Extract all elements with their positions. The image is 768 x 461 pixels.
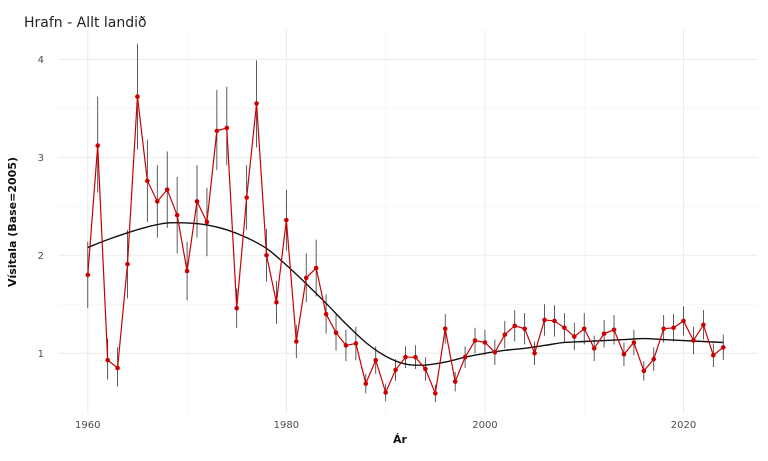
data-point [135,94,140,99]
data-point [423,366,428,372]
y-tick-label: 3 [38,153,44,164]
y-axis-title: Vísitala (Base=2005) [6,157,19,287]
data-point [621,351,627,357]
data-point [333,330,339,335]
data-point [512,323,518,329]
data-point [482,340,488,345]
data-point [601,331,607,336]
data-point [234,305,240,311]
data-point [254,101,259,106]
data-point [641,368,647,374]
data-point [95,143,101,148]
data-point [264,253,269,258]
data-point [413,354,418,360]
data-point [125,261,130,267]
y-tick-label: 2 [38,251,44,262]
data-point [572,334,577,339]
data-point [462,354,468,360]
data-point [651,356,657,362]
data-point [303,275,309,281]
data-point [214,128,220,134]
data-point [244,195,249,200]
x-tick-label: 2020 [671,420,696,431]
data-point [502,332,508,337]
data-points [85,94,726,396]
x-tick-label: 1960 [75,420,100,431]
trend-line-group [87,221,724,366]
data-point [85,272,91,278]
data-point [472,338,478,343]
data-point [164,187,170,192]
data-point [581,326,587,332]
x-axis-ticks: 1960 1980 2000 2020 [75,420,696,431]
data-point [542,317,547,323]
data-point [631,340,637,345]
data-point [691,338,696,343]
data-point [313,265,319,271]
data-point [522,326,527,332]
data-point [393,367,398,373]
data-point [145,178,150,184]
data-point [701,322,706,328]
data-point [363,381,369,386]
data-point [452,379,458,384]
data-point [115,365,120,371]
data-point [681,318,686,324]
data-point [373,357,379,363]
trend-line [87,221,724,366]
data-point [611,327,617,333]
x-tick-label: 1980 [274,420,299,431]
data-point [711,352,716,358]
data-point [353,341,359,346]
y-tick-label: 4 [38,55,44,66]
data-point [154,199,160,204]
y-tick-label: 1 [38,349,44,360]
data-point [671,325,676,331]
data-point [105,357,110,363]
data-point [323,311,329,317]
data-point [720,345,726,350]
data-point [562,325,567,331]
data-point [433,391,438,396]
y-axis-ticks: 1 2 3 4 [38,55,44,360]
data-point [274,300,279,305]
data-point [284,217,289,223]
data-point [591,346,597,351]
data-point [532,350,537,356]
data-point [492,349,498,355]
data-point [552,318,557,324]
data-point [184,268,190,274]
data-point [661,326,666,332]
data-point [343,343,349,348]
data-point [224,125,230,131]
data-point [383,390,388,395]
data-point [403,354,408,360]
x-tick-label: 2000 [472,420,497,431]
data-point [194,199,200,204]
data-point [204,219,210,225]
data-point [293,339,299,344]
data-point [174,212,180,218]
chart-title: Hrafn - Allt landið [24,15,147,31]
grid [58,30,758,414]
x-axis-title: Ár [393,433,408,446]
data-point [442,326,448,332]
